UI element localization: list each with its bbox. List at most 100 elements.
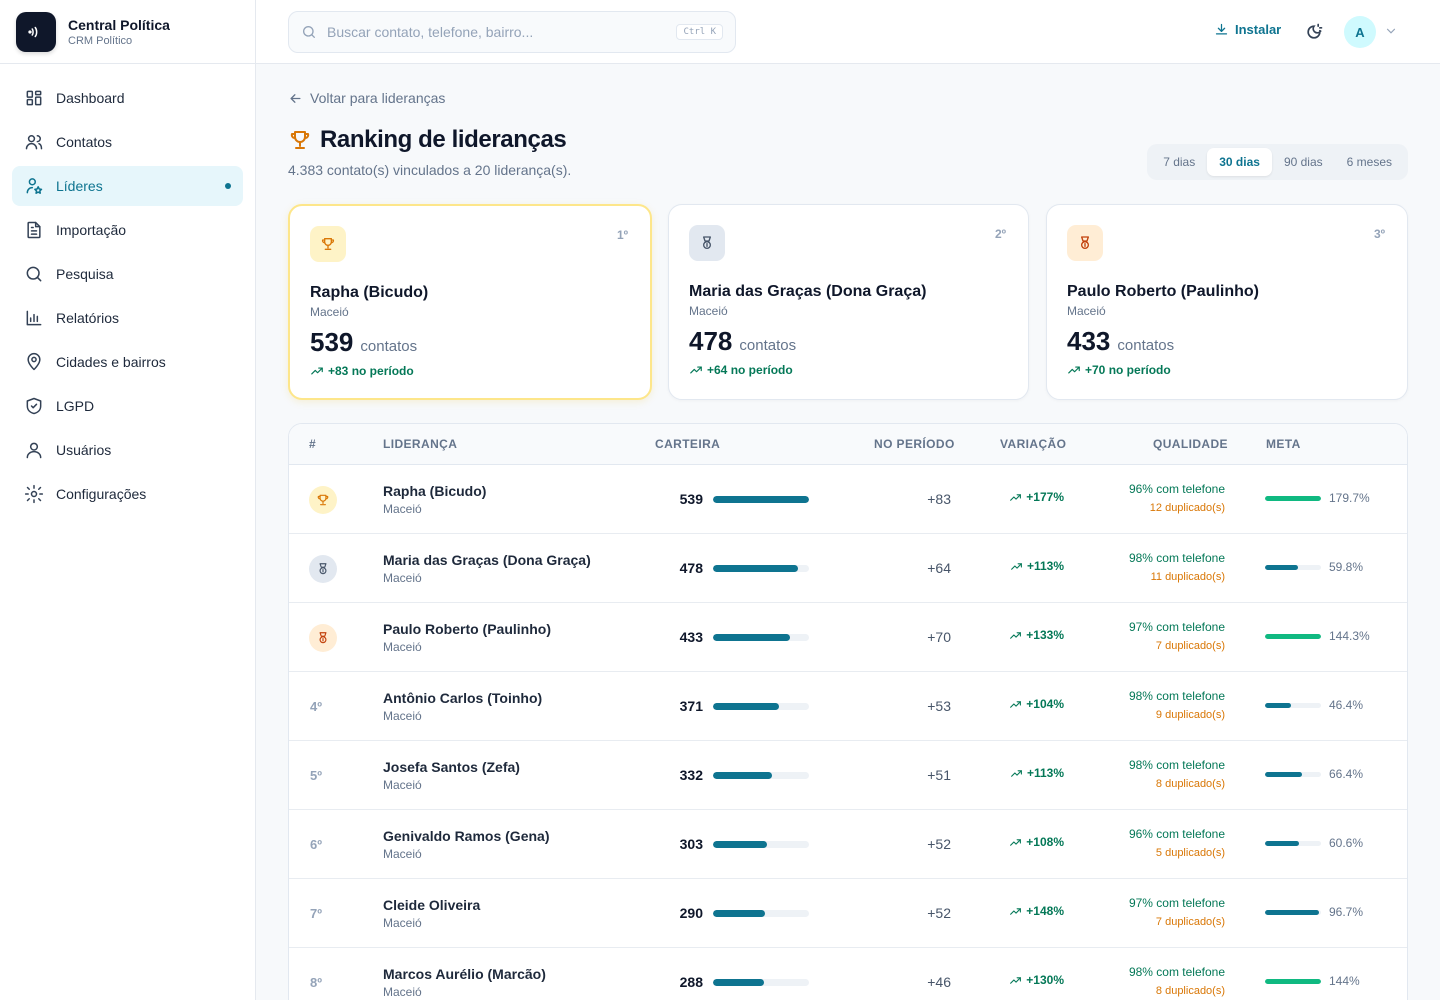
avatar[interactable]: A	[1344, 16, 1376, 48]
sidebar-item-cidades-e-bairros[interactable]: Cidades e bairros	[12, 342, 243, 382]
table-row[interactable]: Maria das Graças (Dona Graça) Maceió 478…	[289, 534, 1407, 603]
page-title: Ranking de lideranças	[320, 126, 567, 153]
header-leader[interactable]: LIDERANÇA	[383, 437, 458, 451]
variation-value: +108%	[1026, 835, 1064, 849]
goal-bar	[1265, 703, 1321, 708]
table-row[interactable]: 7º Cleide Oliveira Maceió 290 +52 +148% …	[289, 879, 1407, 948]
table-row[interactable]: Paulo Roberto (Paulinho) Maceió 433 +70 …	[289, 603, 1407, 672]
sidebar-item-label: Dashboard	[56, 90, 125, 106]
table-row[interactable]: 5º Josefa Santos (Zefa) Maceió 332 +51 +…	[289, 741, 1407, 810]
podium-delta-label: +64 no período	[707, 363, 793, 377]
leader-name[interactable]: Antônio Carlos (Toinho)	[383, 690, 543, 706]
goal-bar	[1265, 772, 1321, 777]
sidebar-item-dashboard[interactable]: Dashboard	[12, 78, 243, 118]
portfolio-bar-fill	[713, 841, 767, 848]
portfolio-count: 478	[679, 560, 703, 576]
sidebar-item-lideres[interactable]: Líderes	[12, 166, 243, 206]
variation: +177%	[969, 490, 1064, 504]
sidebar-item-contatos[interactable]: Contatos	[12, 122, 243, 162]
leader-name[interactable]: Cleide Oliveira	[383, 897, 481, 913]
trending-up-icon	[1011, 769, 1022, 777]
trending-up-icon	[690, 366, 702, 374]
variation-value: +133%	[1026, 628, 1064, 642]
sidebar-item-label: Cidades e bairros	[56, 354, 166, 370]
goal-bar-fill	[1265, 910, 1320, 915]
podium: 1º Rapha (Bicudo) Maceió 539 contatos +8…	[288, 204, 1408, 400]
sidebar-item-label: LGPD	[56, 398, 95, 414]
quality-phone: 97% com telefone	[1128, 620, 1225, 634]
leader-name[interactable]: Paulo Roberto (Paulinho)	[383, 621, 551, 637]
theme-toggle-icon[interactable]	[1304, 22, 1324, 42]
goal-value: 66.4%	[1329, 767, 1364, 781]
brand[interactable]: Central Política CRM Político	[0, 0, 255, 64]
table-row[interactable]: Rapha (Bicudo) Maceió 539 +83 +177% 96% …	[289, 465, 1407, 534]
leader-name[interactable]: Josefa Santos (Zefa)	[383, 759, 520, 775]
back-link[interactable]: Voltar para lideranças	[288, 90, 445, 106]
variation: +108%	[969, 835, 1064, 849]
file-import-icon	[27, 221, 41, 239]
leader-name[interactable]: Genivaldo Ramos (Gena)	[383, 828, 550, 844]
goal-value: 144.3%	[1329, 629, 1370, 643]
install-button[interactable]: Instalar	[1214, 22, 1281, 37]
sidebar-item-relatorios[interactable]: Relatórios	[12, 298, 243, 338]
header-portfolio[interactable]: CARTEIRA	[655, 437, 721, 451]
leader-name[interactable]: Maria das Graças (Dona Graça)	[383, 552, 591, 568]
podium-medal	[1067, 225, 1103, 261]
rank-number: 8º	[310, 975, 322, 990]
sidebar-item-importacao[interactable]: Importação	[12, 210, 243, 250]
sidebar-item-usuarios[interactable]: Usuários	[12, 430, 243, 470]
sidebar-item-label: Contatos	[56, 134, 113, 150]
podium-card[interactable]: 2º Maria das Graças (Dona Graça) Maceió …	[668, 204, 1029, 400]
table-row[interactable]: 4º Antônio Carlos (Toinho) Maceió 371 +5…	[289, 672, 1407, 741]
quality-duplicates: 11 duplicado(s)	[1150, 571, 1225, 583]
sidebar-item-lgpd[interactable]: LGPD	[12, 386, 243, 426]
period-count: +52	[927, 905, 951, 921]
goal-bar-fill	[1265, 496, 1321, 501]
header-rank: #	[309, 437, 317, 451]
portfolio-count: 288	[679, 974, 703, 990]
leader-city: Maceió	[383, 571, 422, 585]
period-option[interactable]: 30 dias	[1207, 148, 1272, 176]
gear-icon	[24, 484, 44, 504]
period-count: +46	[927, 974, 951, 990]
leader-name[interactable]: Marcos Aurélio (Marcão)	[383, 966, 546, 982]
period-count: +51	[927, 767, 951, 783]
goal-bar	[1265, 841, 1321, 846]
table-header: # LIDERANÇA CARTEIRA NO PERÍODO VARIAÇÃO…	[289, 424, 1407, 465]
podium-medal	[310, 226, 346, 262]
portfolio-bar	[713, 979, 809, 986]
sidebar-item-configuracoes[interactable]: Configurações	[12, 474, 243, 514]
sidebar-item-pesquisa[interactable]: Pesquisa	[12, 254, 243, 294]
brand-subtitle: CRM Político	[68, 34, 133, 47]
rank-number: 6º	[310, 837, 322, 852]
trending-up-icon	[1010, 631, 1022, 639]
chevron-down-icon[interactable]	[1384, 24, 1398, 38]
podium-card[interactable]: 1º Rapha (Bicudo) Maceió 539 contatos +8…	[288, 204, 652, 400]
header-variation[interactable]: VARIAÇÃO	[1000, 437, 1067, 451]
period-option[interactable]: 90 dias	[1283, 155, 1323, 169]
variation-value: +177%	[1026, 490, 1064, 504]
podium-count-label: contatos	[1117, 337, 1175, 354]
search-box[interactable]: Ctrl K	[288, 11, 736, 53]
period-option[interactable]: 7 dias	[1163, 155, 1196, 169]
table-row[interactable]: 8º Marcos Aurélio (Marcão) Maceió 288 +4…	[289, 948, 1407, 1000]
header-period[interactable]: NO PERÍODO	[874, 437, 955, 451]
podium-count: 539	[310, 327, 354, 357]
variation: +130%	[969, 973, 1064, 987]
quality-phone: 98% com telefone	[1128, 758, 1225, 772]
quality-duplicates: 5 duplicado(s)	[1155, 847, 1225, 859]
period-count: +52	[927, 836, 951, 852]
variation: +133%	[969, 628, 1064, 642]
podium-count-label: contatos	[739, 337, 797, 354]
user-icon	[26, 442, 42, 459]
leader-name[interactable]: Rapha (Bicudo)	[383, 483, 487, 499]
trending-up-icon	[1010, 838, 1022, 846]
header-goal[interactable]: META	[1266, 437, 1301, 451]
quality-duplicates: 8 duplicado(s)	[1155, 778, 1225, 790]
variation: +113%	[969, 559, 1064, 573]
search-input[interactable]	[327, 24, 677, 40]
period-option[interactable]: 6 meses	[1346, 155, 1392, 169]
table-row[interactable]: 6º Genivaldo Ramos (Gena) Maceió 303 +52…	[289, 810, 1407, 879]
header-quality[interactable]: QUALIDADE	[1153, 437, 1228, 451]
podium-card[interactable]: 3º Paulo Roberto (Paulinho) Maceió 433 c…	[1046, 204, 1408, 400]
